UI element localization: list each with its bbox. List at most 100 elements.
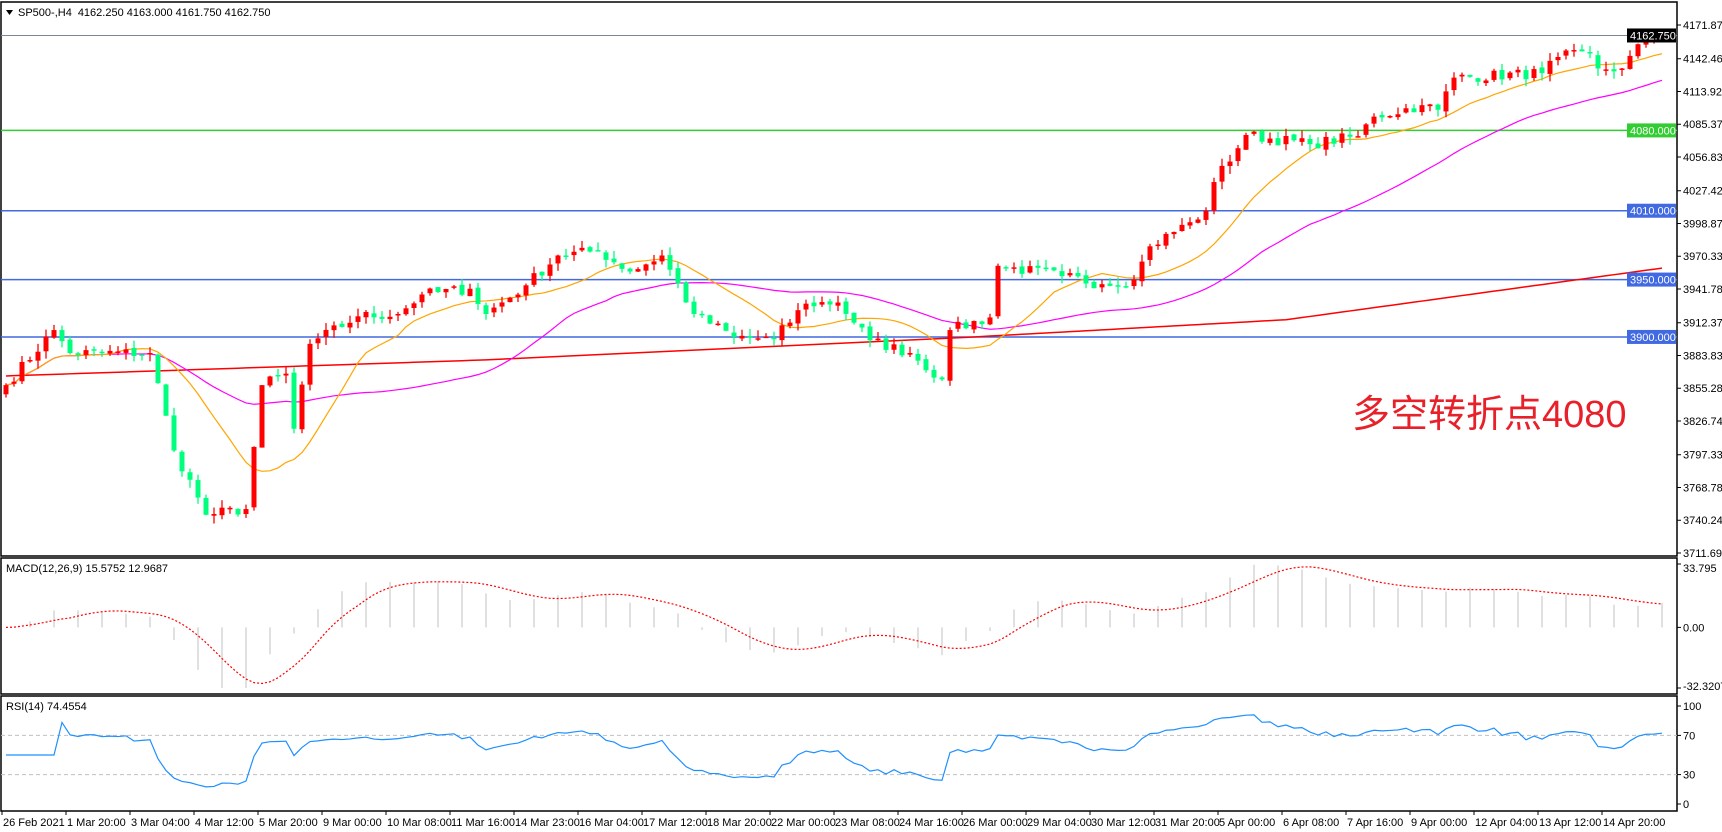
candle (659, 249, 665, 265)
macd-signal-line (5, 566, 1663, 685)
candle (1035, 259, 1041, 276)
candle (251, 446, 257, 511)
level-price-label: 4080.000 (1630, 125, 1676, 137)
candle (1331, 136, 1337, 148)
candle (899, 340, 905, 358)
candle (435, 287, 441, 293)
candle-body (1219, 165, 1225, 182)
candle (299, 381, 305, 434)
candle-body (1499, 69, 1505, 80)
candle (859, 323, 865, 333)
time-tick-label: 7 Apr 16:00 (1347, 817, 1403, 829)
candle-body (539, 271, 545, 276)
candle (635, 267, 641, 273)
candle-body (1011, 267, 1017, 269)
price-tick-label: 3740.240 (1683, 515, 1722, 527)
candle-body (411, 303, 417, 309)
candle (603, 250, 609, 268)
time-tick-label: 13 Apr 12:00 (1539, 817, 1601, 829)
candle (507, 296, 513, 303)
candle-body (1491, 70, 1497, 80)
candle-body (891, 344, 897, 350)
candle-body (155, 354, 161, 384)
candle-body (1035, 265, 1041, 268)
candle (1443, 84, 1449, 118)
candle (1211, 177, 1217, 215)
candle-body (835, 302, 841, 306)
candle (1067, 268, 1073, 278)
candle-body (1139, 261, 1145, 282)
candle-body (803, 303, 809, 310)
candle (779, 318, 785, 347)
candle (1011, 262, 1017, 274)
candle (1483, 78, 1489, 86)
candle (67, 335, 73, 355)
candle-body (163, 384, 169, 416)
candle-body (1595, 55, 1601, 69)
candle-body (763, 336, 769, 339)
candle (1019, 260, 1025, 278)
candle-body (355, 316, 361, 322)
candle-body (1099, 284, 1105, 288)
candle (699, 310, 705, 318)
candle (315, 333, 321, 350)
candle (1091, 279, 1097, 289)
time-tick-label: 3 Mar 04:00 (131, 817, 190, 829)
candle-body (1483, 80, 1489, 84)
candle (803, 299, 809, 317)
candle (83, 345, 89, 359)
candle (1411, 104, 1417, 113)
candle (539, 271, 545, 282)
level-price-label: 3900.000 (1630, 332, 1676, 344)
candle (1243, 132, 1249, 150)
candle (307, 339, 313, 391)
candle (619, 263, 625, 273)
price-tick-label: 3797.330 (1683, 450, 1722, 462)
macd-tick-label: 0.00 (1683, 622, 1704, 634)
candle-body (1403, 108, 1409, 113)
candle (1083, 269, 1089, 289)
candle (931, 365, 937, 383)
candle (843, 297, 849, 321)
candle (787, 318, 793, 329)
candle (1147, 243, 1153, 266)
candle (851, 312, 857, 325)
candle (1459, 72, 1465, 82)
candle (1387, 115, 1393, 119)
macd-pane[interactable] (0, 557, 1678, 695)
candle (707, 314, 713, 325)
candle-body (883, 338, 889, 350)
candle (99, 349, 105, 357)
candle-body (179, 451, 185, 472)
candle (1339, 128, 1345, 148)
candle-body (507, 297, 513, 303)
symbol-label: SP500-,H4 4162.250 4163.000 4161.750 4162… (18, 7, 271, 19)
candle (1531, 65, 1537, 81)
rsi-pane[interactable] (0, 695, 1678, 812)
candle (683, 281, 689, 303)
candle-body (1347, 134, 1353, 137)
candle-body (1275, 138, 1281, 146)
candle-body (667, 255, 673, 270)
candle-body (1211, 182, 1217, 211)
candle (355, 308, 361, 329)
candle (459, 279, 465, 297)
candle-body (683, 282, 689, 303)
candle-body (1571, 50, 1577, 52)
candle-body (963, 322, 969, 329)
collapse-triangle-icon[interactable] (6, 10, 13, 15)
candle-body (19, 361, 25, 382)
candle-body (843, 301, 849, 314)
candle-body (419, 294, 425, 303)
candle-body (771, 337, 777, 340)
candle-body (307, 343, 313, 385)
candle (755, 330, 761, 342)
candle (155, 353, 161, 384)
candle-body (331, 325, 337, 331)
candle-body (1227, 161, 1233, 167)
candle-body (1635, 44, 1641, 57)
candle-body (83, 350, 89, 355)
candle (1275, 132, 1281, 146)
candle (1203, 207, 1209, 226)
